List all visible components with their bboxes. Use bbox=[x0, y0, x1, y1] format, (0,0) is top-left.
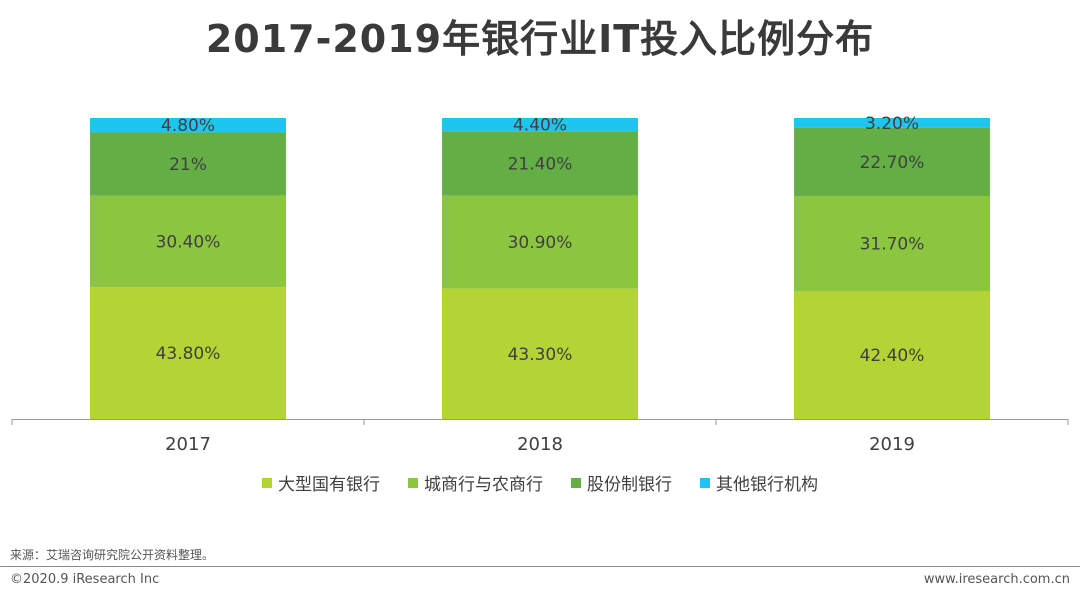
legend-swatch bbox=[408, 477, 418, 488]
website-text: www.iresearch.com.cn bbox=[923, 572, 1070, 587]
legend-entry: 大型国有银行 bbox=[262, 470, 380, 495]
legend-label: 其他银行机构 bbox=[716, 475, 818, 495]
copyright-text: ©2020.9 iResearch Inc bbox=[10, 572, 160, 587]
data-label: 3.20% bbox=[865, 114, 919, 134]
bar-segment bbox=[442, 195, 638, 289]
x-tick-label: 2019 bbox=[869, 434, 915, 455]
bar-segment bbox=[794, 127, 990, 196]
bar-segment bbox=[442, 131, 638, 196]
data-label: 4.80% bbox=[161, 116, 215, 136]
data-label: 21% bbox=[169, 155, 207, 175]
bar-segment bbox=[794, 195, 990, 292]
legend-entry: 其他银行机构 bbox=[700, 470, 818, 495]
bar-segment bbox=[90, 118, 286, 133]
data-label: 31.70% bbox=[860, 235, 925, 255]
data-label: 42.40% bbox=[860, 346, 925, 366]
legend-label: 大型国有银行 bbox=[278, 475, 380, 495]
legend-entry: 股份制银行 bbox=[571, 470, 672, 495]
legend-swatch bbox=[700, 477, 710, 488]
stacked-bar-chart: 43.80% 30.40% 21% 4.80% 2017 43.30% 30.90% 21.4… bbox=[11, 114, 1069, 455]
bar-segment bbox=[90, 287, 286, 419]
legend-swatch bbox=[262, 477, 272, 488]
bar-segment bbox=[794, 118, 990, 128]
source-note: 来源：艾瑞咨询研究院公开资料整理。 bbox=[10, 548, 215, 562]
x-tick-label: 2017 bbox=[165, 434, 211, 455]
bar-segment bbox=[442, 118, 638, 132]
legend-label: 城商行与农商行 bbox=[424, 475, 543, 495]
data-label: 43.80% bbox=[156, 344, 221, 364]
bar-segment bbox=[90, 195, 286, 288]
data-label: 30.90% bbox=[508, 233, 573, 253]
data-label: 4.40% bbox=[513, 116, 567, 136]
bar-segment bbox=[442, 288, 638, 419]
data-label: 22.70% bbox=[860, 153, 925, 173]
footer-divider bbox=[0, 566, 1080, 567]
bar-segment bbox=[794, 291, 990, 419]
data-label: 30.40% bbox=[156, 232, 221, 252]
data-label: 43.30% bbox=[508, 345, 573, 365]
x-tick-label: 2018 bbox=[517, 434, 563, 455]
legend-label: 股份制银行 bbox=[587, 475, 672, 495]
legend-entry: 城商行与农商行 bbox=[408, 470, 543, 495]
chart-title: 2017-2019年银行业IT投入比例分布 bbox=[205, 17, 875, 61]
data-label: 21.40% bbox=[508, 154, 573, 174]
chart-legend: 大型国有银行 城商行与农商行 股份制银行 其他银行机构 bbox=[0, 470, 1080, 495]
legend-swatch bbox=[571, 477, 581, 488]
bar-segment bbox=[90, 132, 286, 196]
